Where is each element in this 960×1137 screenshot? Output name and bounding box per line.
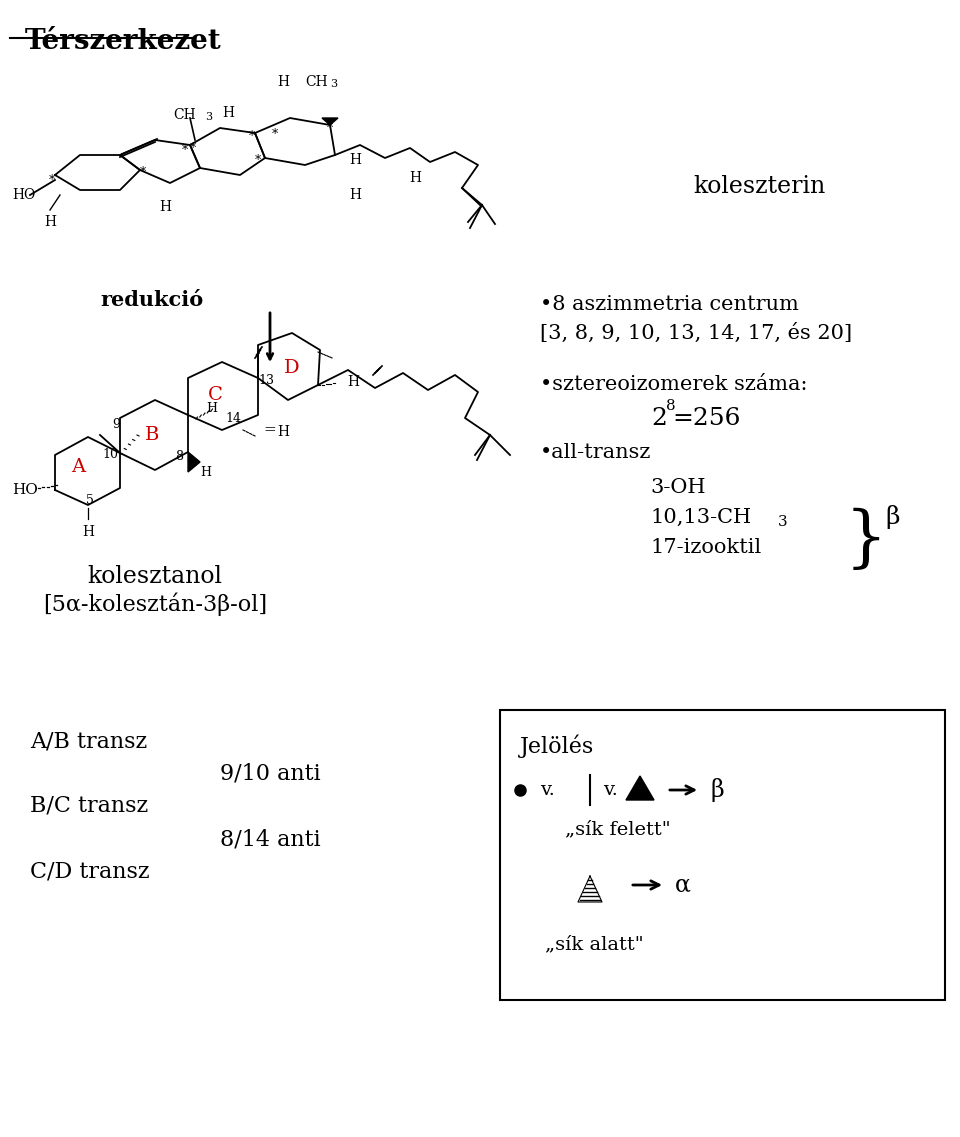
Text: 8: 8 (175, 450, 183, 464)
Text: 3: 3 (778, 515, 787, 529)
Text: =: = (264, 423, 276, 437)
Text: redukció: redukció (100, 290, 204, 310)
Text: [5α-kolesztán-3β-ol]: [5α-kolesztán-3β-ol] (43, 592, 267, 615)
Text: CH: CH (305, 75, 327, 89)
Text: *: * (181, 143, 188, 157)
Text: [3, 8, 9, 10, 13, 14, 17, és 20]: [3, 8, 9, 10, 13, 14, 17, és 20] (540, 323, 852, 343)
Text: 8: 8 (666, 399, 676, 413)
Text: H: H (349, 188, 361, 202)
Text: 10: 10 (102, 448, 118, 462)
Text: Jelölés: Jelölés (520, 735, 594, 758)
Text: 8/14 anti: 8/14 anti (220, 828, 321, 850)
Text: „sík felett": „sík felett" (565, 820, 671, 838)
Text: koleszterin: koleszterin (694, 175, 827, 198)
Polygon shape (188, 453, 200, 472)
Text: A/B transz: A/B transz (30, 730, 147, 752)
Text: C: C (207, 385, 223, 404)
Text: 2: 2 (651, 407, 667, 430)
Text: 3-OH: 3-OH (650, 478, 706, 497)
Text: *: * (326, 122, 333, 134)
Text: HO: HO (12, 483, 37, 497)
Polygon shape (322, 118, 338, 125)
Text: H: H (206, 401, 218, 415)
Text: }: } (845, 508, 887, 573)
Text: v.: v. (540, 781, 555, 799)
Text: B: B (145, 426, 159, 445)
Text: „sík alatt": „sík alatt" (545, 935, 643, 953)
Text: v.: v. (603, 781, 618, 799)
Text: *: * (272, 128, 278, 141)
Text: H: H (159, 200, 171, 214)
Text: 17-izooktil: 17-izooktil (650, 538, 761, 557)
Text: 3: 3 (205, 113, 212, 122)
Text: B/C transz: B/C transz (30, 795, 148, 818)
Text: 10,13-CH: 10,13-CH (650, 508, 751, 528)
Text: H: H (277, 75, 289, 89)
Polygon shape (626, 775, 654, 800)
Text: *: * (190, 141, 196, 155)
Text: •8 aszimmetria centrum: •8 aszimmetria centrum (540, 294, 799, 314)
Text: D: D (284, 359, 300, 377)
Text: 9/10 anti: 9/10 anti (220, 762, 321, 785)
Text: H: H (200, 465, 211, 479)
Text: β: β (710, 778, 724, 802)
Text: α: α (675, 873, 691, 896)
Text: H: H (277, 425, 289, 439)
Text: =256: =256 (672, 407, 740, 430)
Text: *: * (49, 174, 55, 186)
Text: H: H (347, 375, 359, 389)
Text: •sztereoizomerek száma:: •sztereoizomerek száma: (540, 375, 807, 395)
Text: 5: 5 (86, 493, 94, 506)
Text: H: H (222, 106, 234, 121)
Text: Térszerkezet: Térszerkezet (25, 28, 222, 55)
Text: *: * (254, 153, 261, 166)
Text: H: H (409, 171, 421, 185)
Text: *: * (249, 131, 255, 143)
Text: kolesztanol: kolesztanol (87, 565, 223, 588)
Text: 13: 13 (258, 373, 274, 387)
Text: H: H (349, 153, 361, 167)
Text: •all-transz: •all-transz (540, 443, 652, 462)
Text: 3: 3 (330, 78, 337, 89)
Text: A: A (71, 458, 85, 476)
Text: 9: 9 (112, 418, 120, 432)
Text: β: β (885, 505, 900, 529)
Text: H: H (44, 215, 56, 229)
Bar (500, 709, 945, 1001)
Text: HO: HO (12, 188, 36, 202)
Text: CH: CH (174, 108, 196, 122)
Text: *: * (140, 166, 146, 179)
Text: H: H (82, 525, 94, 539)
Text: 14: 14 (225, 412, 241, 424)
Text: 8: 8 (186, 455, 193, 465)
Text: C/D transz: C/D transz (30, 860, 150, 882)
